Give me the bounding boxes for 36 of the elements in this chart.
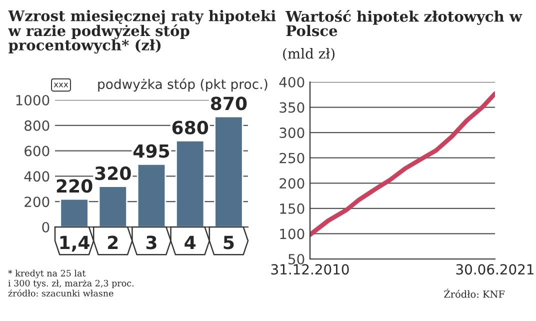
data-label: 680 [172,120,208,134]
y-tick-label: 600 [24,146,50,156]
y-tick-label: 800 [24,120,50,131]
text: * kredyt na 25 lat [8,270,86,278]
y-tick-label: 50 [288,254,304,264]
y-tick-label: 100 [280,228,304,240]
text: źródło: szacunki własne [8,289,114,297]
x-tick-label: 1,4 [60,236,90,252]
x-tick-label: 4 [184,236,196,250]
data-label: 320 [95,166,131,180]
x-tick-label: 2 [108,236,118,250]
y-tick-label: 150 [280,203,304,214]
y-tick-label: 400 [279,76,304,88]
x-tick-label: 30.06.2021 [456,264,534,275]
y-tick-label: 1000 [16,94,50,106]
text: xxx [54,82,68,88]
y-tick-label: 200 [280,178,304,189]
y-tick-label: 0 [42,222,50,232]
y-tick-label: 200 [24,196,50,208]
y-tick-label: 300 [280,128,304,138]
data-label: 870 [210,96,247,110]
x-tick-label: 5 [224,236,234,250]
chart-subtitle: (mld zł) [283,48,334,61]
text: i 300 tys. zł, marża 2,3 proc. [8,280,134,288]
y-tick-label: 350 [280,102,304,113]
line-series [310,91,495,237]
text: Źródło: KNF [444,288,505,298]
data-label: 495 [133,144,170,158]
x-tick-label: 31.12.2010 [271,264,349,275]
y-tick-label: 250 [280,152,304,164]
y-tick-label: 400 [24,171,50,182]
text: podwyżka stóp (pkt proc.) [98,78,268,92]
chart-title: Wartość hipotek złotowych w Polsce [286,10,522,36]
x-tick-label: 3 [146,236,156,250]
chart-title: Wzrost miesięcznej raty hipoteki w razie podwyżek stóp procentowych* (zł) [8,10,276,54]
data-label: 220 [56,179,92,193]
